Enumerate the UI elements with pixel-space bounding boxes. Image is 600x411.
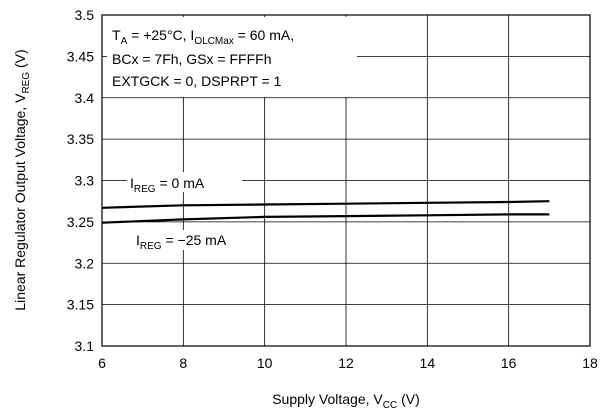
series-label-0-background <box>127 172 242 192</box>
series-line-0 <box>101 200 550 209</box>
series-label-1-background <box>133 230 253 250</box>
series-label-1: IREG = −25 mA <box>136 232 227 252</box>
conditions-box: TA = +25°C, IOLCMax = 60 mA, BCx = 7Fh, … <box>107 17 357 97</box>
series-lines <box>101 200 550 224</box>
series-label-0: IREG = 0 mA <box>130 175 205 195</box>
y-tick-label: 3.2 <box>75 255 95 271</box>
y-tick-label: 3.25 <box>67 214 94 230</box>
x-axis-label: Supply Voltage, VCC (V) <box>272 391 420 411</box>
y-tick-label: 3.4 <box>75 90 95 106</box>
conditions-line-2: BCx = 7Fh, GSx = FFFFh <box>112 51 271 67</box>
x-tick-label: 6 <box>98 355 106 371</box>
y-tick-label: 3.5 <box>75 7 95 23</box>
y-tick-label: 3.45 <box>67 48 94 64</box>
conditions-line-1: TA = +25°C, IOLCMax = 60 mA, <box>112 27 294 47</box>
x-tick-label: 18 <box>582 355 598 371</box>
conditions-background <box>107 17 357 97</box>
x-tick-label: 12 <box>338 355 354 371</box>
series-line-1 <box>101 213 550 224</box>
x-tick-label: 16 <box>501 355 517 371</box>
y-axis-label: Linear Regulator Output Voltage, VREG (V… <box>12 49 32 310</box>
y-tick-label: 3.3 <box>75 173 95 189</box>
x-tick-label: 14 <box>420 355 436 371</box>
x-tick-label: 10 <box>257 355 273 371</box>
x-tick-labels: 6 8 10 12 14 16 18 <box>98 355 598 371</box>
y-tick-label: 3.1 <box>75 338 95 354</box>
conditions-line-3: EXTGCK = 0, DSPRPT = 1 <box>112 73 282 89</box>
y-tick-label: 3.15 <box>67 297 94 313</box>
plot-frame <box>101 14 591 347</box>
x-tick-label: 8 <box>179 355 187 371</box>
y-tick-label: 3.35 <box>67 131 94 147</box>
y-tick-labels: 3.1 3.15 3.2 3.25 3.3 3.35 3.4 3.45 3.5 <box>67 7 94 354</box>
